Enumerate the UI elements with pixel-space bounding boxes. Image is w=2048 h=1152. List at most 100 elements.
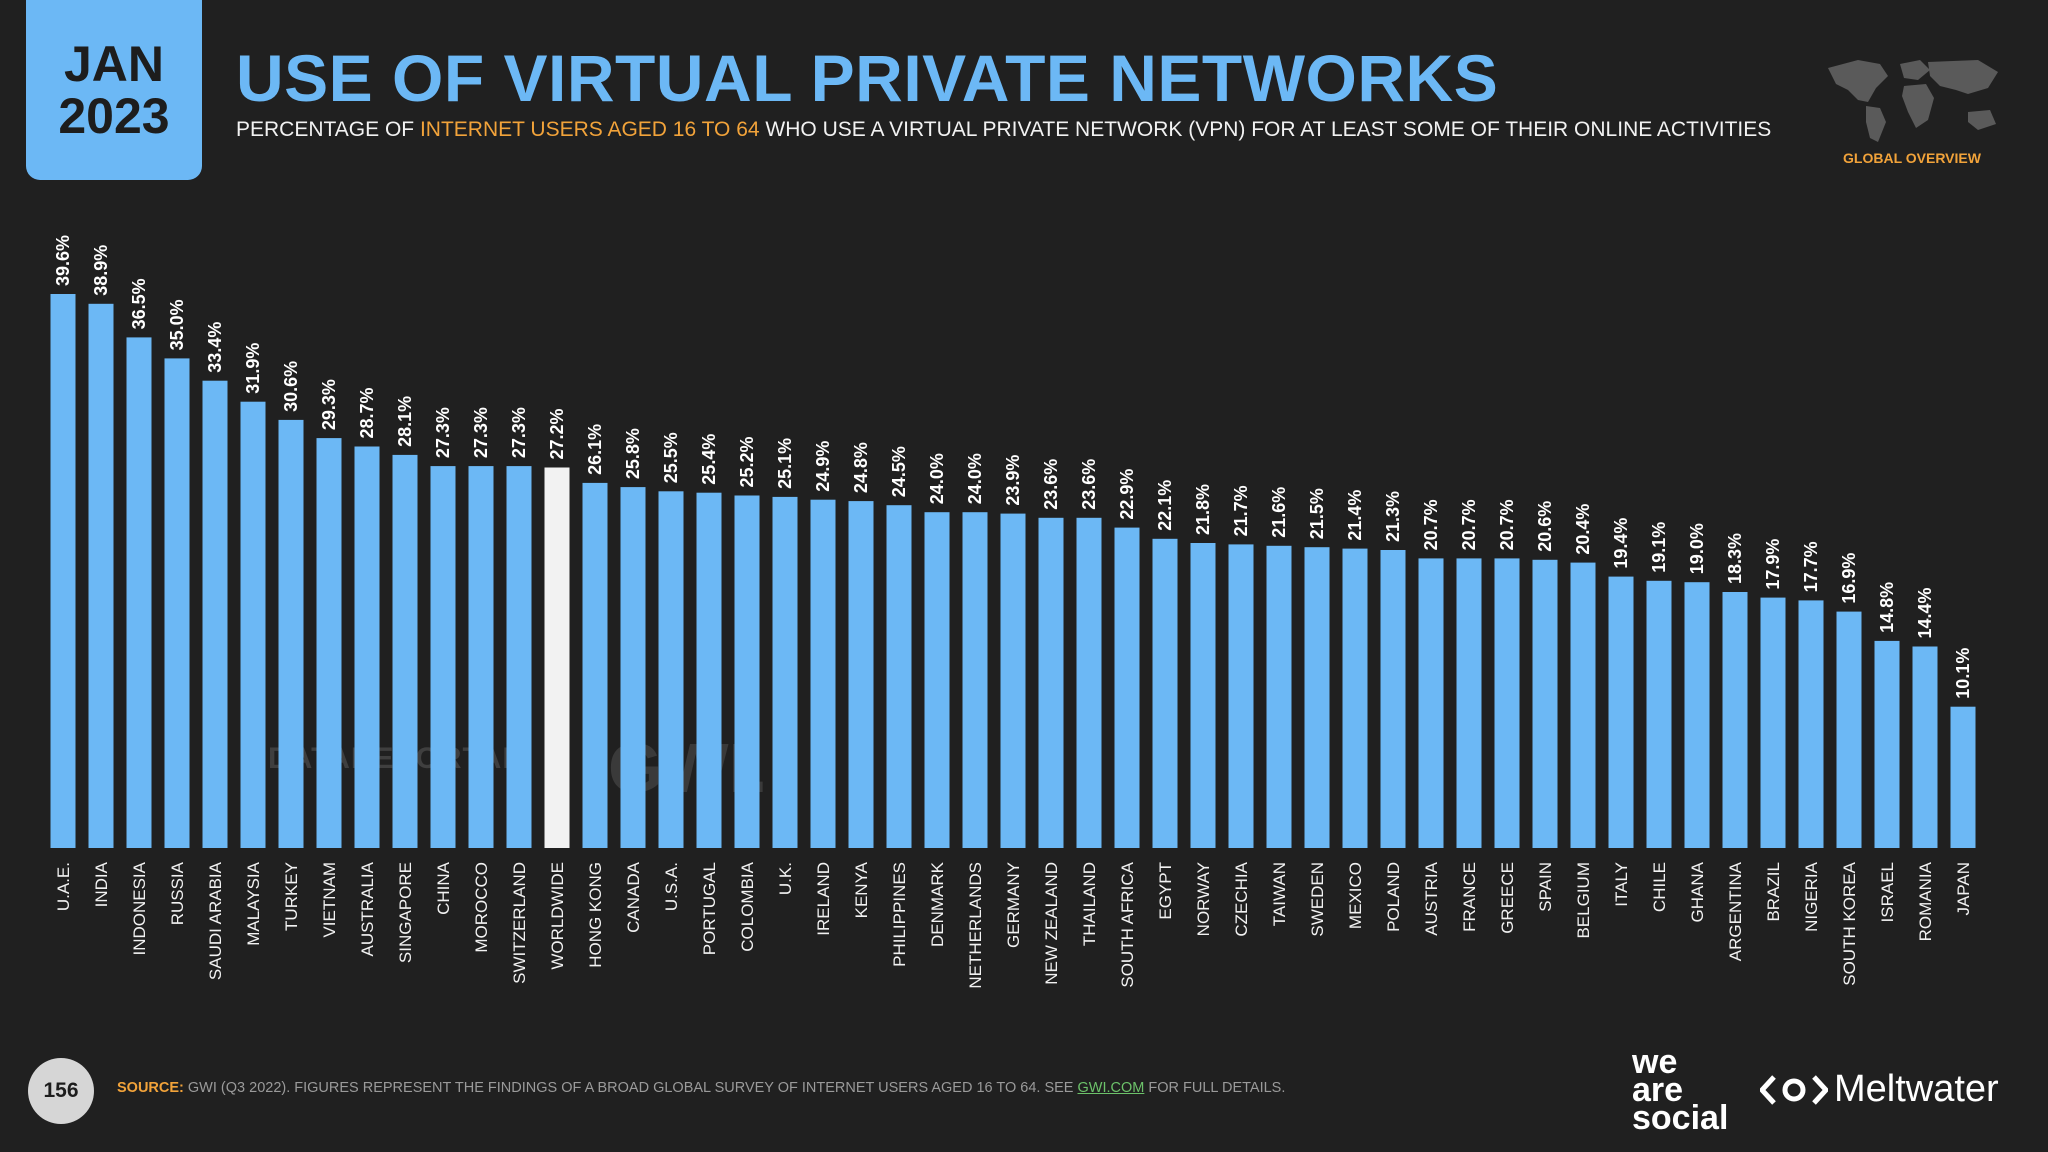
section-label: GLOBAL OVERVIEW <box>1843 150 1981 166</box>
category-label: MEXICO <box>1346 862 1365 929</box>
value-label: 19.0% <box>1687 523 1707 574</box>
value-label: 21.7% <box>1231 485 1251 536</box>
bar-belgium <box>1570 562 1596 848</box>
category-label: JAPAN <box>1954 862 1973 916</box>
value-label: 20.7% <box>1497 499 1517 550</box>
category-label: U.A.E. <box>54 862 73 911</box>
value-label: 23.9% <box>1003 455 1023 506</box>
value-label: 14.4% <box>1915 587 1935 638</box>
category-label: SWITZERLAND <box>510 862 529 984</box>
value-label: 20.6% <box>1535 501 1555 552</box>
subtitle-highlight: INTERNET USERS AGED 16 TO 64 <box>419 118 760 141</box>
bar-south-korea <box>1836 611 1862 848</box>
bar-egypt <box>1152 538 1178 848</box>
category-label: HONG KONG <box>586 862 605 968</box>
category-label: CZECHIA <box>1232 861 1251 936</box>
bar-norway <box>1190 543 1216 848</box>
bar-u-a-e <box>50 294 76 848</box>
category-label: ISRAEL <box>1878 862 1897 922</box>
category-label: ARGENTINA <box>1726 861 1745 961</box>
category-label: VIETNAM <box>320 862 339 938</box>
category-label: AUSTRALIA <box>358 861 377 956</box>
page-number: 156 <box>28 1058 94 1124</box>
category-label: POLAND <box>1384 862 1403 932</box>
bar-poland <box>1380 550 1406 848</box>
bar-thailand <box>1076 517 1102 848</box>
value-label: 31.9% <box>243 343 263 394</box>
value-label: 24.8% <box>851 442 871 493</box>
value-label: 28.7% <box>357 387 377 438</box>
value-label: 24.5% <box>889 446 909 497</box>
category-label: GERMANY <box>1004 862 1023 948</box>
category-label: AUSTRIA <box>1422 861 1441 935</box>
source-label: SOURCE: <box>117 1080 184 1096</box>
category-label: MOROCCO <box>472 862 491 953</box>
bar-indonesia <box>126 337 152 848</box>
bar-singapore <box>392 454 418 848</box>
value-label: 28.1% <box>395 396 415 447</box>
value-label: 35.0% <box>167 299 187 350</box>
bar-colombia <box>734 495 760 848</box>
bar-russia <box>164 358 190 848</box>
value-label: 23.6% <box>1041 459 1061 510</box>
bar-china <box>430 466 456 848</box>
category-label: SAUDI ARABIA <box>206 861 225 980</box>
category-label: MALAYSIA <box>244 861 263 945</box>
world-map-icon <box>1828 60 1998 142</box>
category-label: TAIWAN <box>1270 862 1289 926</box>
bar-france <box>1456 558 1482 848</box>
category-label: INDIA <box>92 861 111 907</box>
subtitle-pre: PERCENTAGE OF <box>236 118 420 141</box>
value-label: 33.4% <box>205 322 225 373</box>
category-label: CHILE <box>1650 862 1669 912</box>
bar-malaysia <box>240 401 266 848</box>
value-label: 25.2% <box>737 436 757 487</box>
category-label: EGYPT <box>1156 862 1175 920</box>
bar-philippines <box>886 505 912 848</box>
bar-turkey <box>278 419 304 848</box>
bar-japan <box>1950 706 1976 848</box>
category-label: FRANCE <box>1460 862 1479 932</box>
value-label: 20.4% <box>1573 504 1593 555</box>
category-label: ITALY <box>1612 862 1631 907</box>
value-label: 27.2% <box>547 408 567 459</box>
brand2-name: Meltwater <box>1834 1068 1999 1110</box>
source-link[interactable]: GWI.COM <box>1077 1080 1145 1096</box>
value-label: 21.6% <box>1269 487 1289 538</box>
value-label: 27.3% <box>433 407 453 458</box>
value-label: 22.9% <box>1117 469 1137 520</box>
value-label: 21.5% <box>1307 488 1327 539</box>
date-badge: JAN 2023 <box>26 0 202 180</box>
brand1-line1: we <box>1632 1043 1678 1081</box>
value-label: 18.3% <box>1725 533 1745 584</box>
bar-morocco <box>468 466 494 848</box>
bar-austria <box>1418 558 1444 848</box>
category-label: SWEDEN <box>1308 862 1327 937</box>
category-label: PORTUGAL <box>700 862 719 955</box>
bar-ireland <box>810 499 836 848</box>
category-label: SINGAPORE <box>396 862 415 963</box>
bar-saudi-arabia <box>202 380 228 848</box>
category-label: TURKEY <box>282 862 301 931</box>
date-year: 2023 <box>58 88 170 144</box>
category-label: DENMARK <box>928 861 947 947</box>
category-label: SOUTH KOREA <box>1840 861 1859 985</box>
meltwater-logo: Meltwater <box>1760 1068 1999 1111</box>
value-label: 16.9% <box>1839 553 1859 604</box>
category-label: COLOMBIA <box>738 861 757 951</box>
value-label: 14.8% <box>1877 582 1897 633</box>
value-label: 24.0% <box>927 453 947 504</box>
we-are-social-logo: we are social <box>1632 1043 1728 1135</box>
value-label: 20.7% <box>1421 499 1441 550</box>
value-label: 29.3% <box>319 379 339 430</box>
source-note: SOURCE: GWI (Q3 2022). FIGURES REPRESENT… <box>117 1080 1285 1096</box>
source-end: FOR FULL DETAILS. <box>1144 1080 1286 1096</box>
bar-italy <box>1608 576 1634 848</box>
bar-romania <box>1912 646 1938 848</box>
bar-worldwide <box>544 467 570 848</box>
bar-ghana <box>1684 582 1710 848</box>
value-label: 27.3% <box>471 407 491 458</box>
page-title: USE OF VIRTUAL PRIVATE NETWORKS <box>236 41 1499 115</box>
value-label: 17.7% <box>1801 541 1821 592</box>
category-label: CANADA <box>624 861 643 933</box>
